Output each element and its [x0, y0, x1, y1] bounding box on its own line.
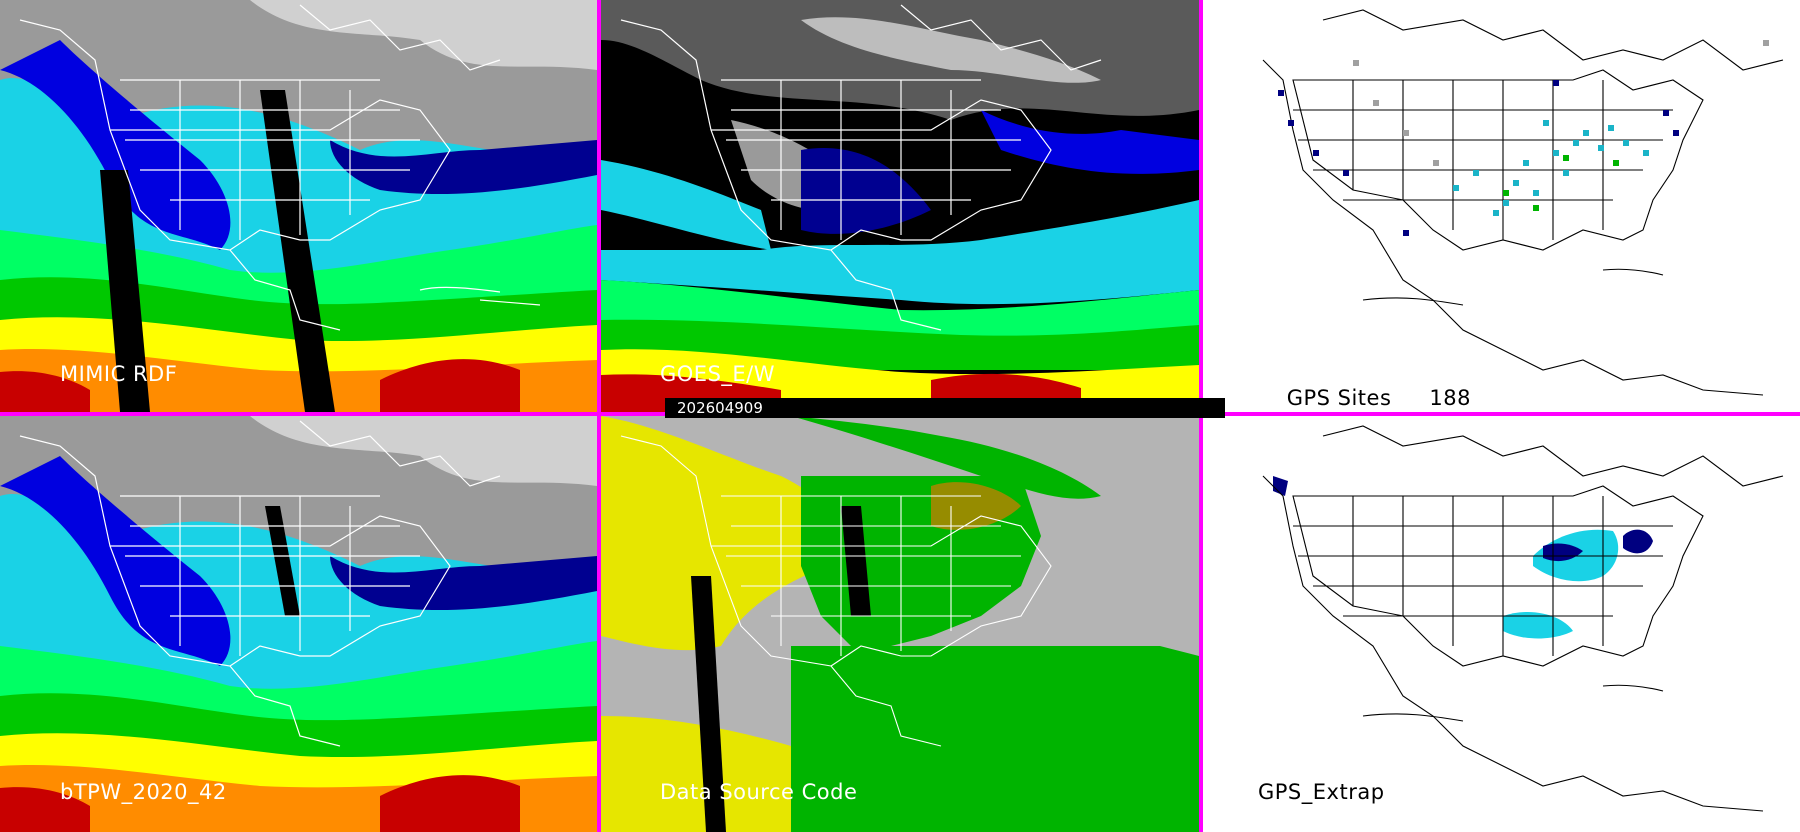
- data-source-map-icon: [601, 416, 1199, 832]
- gps-sites-count: 188: [1429, 386, 1471, 410]
- map-panel-data-source-code: [601, 416, 1199, 832]
- goes-ew-map-icon: [601, 0, 1199, 412]
- btpw-map-icon: [0, 416, 597, 832]
- panel-label-gps-sites: GPS Sites 188: [1258, 362, 1471, 434]
- map-panel-gps-extrap: [1203, 416, 1800, 832]
- gps-sites-title: GPS Sites: [1286, 386, 1392, 410]
- timestamp-bar: 202604909: [665, 398, 1225, 418]
- panel-label-goes-ew: GOES_E/W: [660, 362, 776, 386]
- mimic-rdf-map-icon: [0, 0, 597, 412]
- panel-label-btpw: bTPW_2020_42: [60, 780, 227, 804]
- panel-label-data-source-code: Data Source Code: [660, 780, 858, 804]
- gps-extrap-map-icon: [1203, 416, 1800, 832]
- panel-label-gps-extrap: GPS_Extrap: [1258, 780, 1385, 804]
- map-panel-gps-sites: [1203, 0, 1800, 412]
- map-panel-goes-ew: [601, 0, 1199, 412]
- map-panel-btpw: [0, 416, 597, 832]
- map-panel-mimic-rdf: [0, 0, 597, 412]
- gps-site-markers: [1453, 120, 1649, 216]
- panel-label-mimic-rdf: MIMIC RDF: [60, 362, 178, 386]
- gps-sites-map-icon: [1203, 0, 1800, 412]
